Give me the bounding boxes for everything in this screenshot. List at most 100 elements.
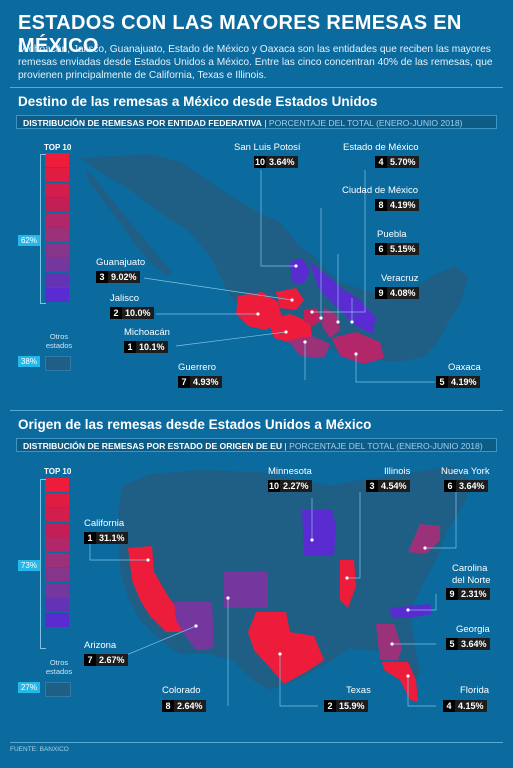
mx-state-guerrero [288, 336, 330, 358]
mx-label-michoacan: Michoacán [124, 327, 170, 338]
mx-value-guanajuato: 3 9.02% [96, 271, 140, 283]
us-state-minnesota [302, 510, 336, 556]
section-us-subtitle-bar: DISTRIBUCIÓN DE REMESAS POR ESTADO DE OR… [16, 438, 497, 452]
mx-marker-guerrero [303, 340, 307, 344]
mx-value-estado-de-mexico: 4 5.70% [375, 156, 419, 168]
us-state-markers [146, 538, 427, 678]
us-state-georgia [376, 624, 402, 660]
mx-value-puebla: 6 5.15% [375, 243, 419, 255]
mx-label-puebla: Puebla [377, 229, 407, 240]
mx-label-jalisco: Jalisco [110, 293, 140, 304]
us-leader-illinois [347, 492, 361, 579]
section-us-others-label-2: estados [45, 667, 73, 676]
section-us-others-swatch [45, 682, 71, 697]
section-mx-others-label-2: estados [45, 341, 73, 350]
us-value-minnesota: 10 2.27% [268, 480, 312, 492]
us-marker-minnesota [310, 538, 314, 542]
mx-value-jalisco: 2 10.0% [110, 307, 154, 319]
mx-label-estado-de-mexico: Estado de México [343, 142, 419, 153]
section-mx-top10-bracket [40, 154, 46, 304]
us-label-california: California [84, 518, 125, 529]
section-us-bar-sep: | [282, 441, 290, 451]
us-state-california [128, 546, 186, 632]
us-label-new-york: Nueva York [441, 466, 490, 477]
us-state-florida [382, 662, 418, 702]
us-state-texas [248, 612, 324, 684]
mx-state-markers [256, 264, 358, 356]
section-mx-title: Destino de las remesas a México desde Es… [18, 94, 378, 109]
us-label-texas: Texas [346, 685, 371, 696]
mx-state-oaxaca [332, 332, 384, 364]
us-value-colorado: 8 2.64% [162, 700, 206, 712]
us-marker-illinois [345, 576, 349, 580]
us-state-north-carolina [390, 604, 432, 618]
us-leader-florida [407, 676, 436, 707]
us-state-illinois [340, 560, 356, 608]
mexico-land [80, 154, 468, 362]
mx-leader-slp [260, 170, 296, 267]
source-note: FUENTE: BANXICO [10, 746, 69, 753]
mx-label-guerrero: Guerrero [178, 362, 217, 373]
us-value-texas: 2 15.9% [324, 700, 368, 712]
mx-leader-edomex [312, 170, 366, 313]
mx-marker-jalisco [256, 312, 260, 316]
section-mx-top10-label: TOP 10 [44, 143, 72, 152]
us-state-arizona [174, 602, 214, 650]
section-mx-bar-bold: DISTRIBUCIÓN DE REMESAS POR ENTIDAD FEDE… [23, 118, 262, 128]
us-leader-lines [89, 492, 457, 707]
page-title: ESTADOS CON LAS MAYORES REMESAS EN MÉXIC… [18, 12, 462, 57]
mx-label-ciudad-de-mexico: Ciudad de México [342, 185, 419, 196]
section-us-top10-bracket [40, 479, 46, 649]
mx-state-guanajuato [276, 288, 304, 310]
us-marker-new-york [423, 546, 427, 550]
us-value-georgia: 5 3.64% [446, 638, 490, 650]
mx-value-san-luis-potosi: 10 3.64% [254, 156, 298, 168]
us-leader-california [89, 540, 148, 561]
us-marker-arizona [194, 624, 198, 628]
us-leader-arizona [123, 625, 197, 657]
section-mx-bar-sep: | [261, 118, 269, 128]
us-marker-north-carolina [406, 608, 410, 612]
section-mx-top-pct: 62% [18, 235, 40, 246]
section-mx-bar-sub: PORCENTAJE DEL TOTAL (ENERO-JUNIO 2018) [268, 118, 463, 128]
mx-label-guanajuato: Guanajuato [96, 257, 146, 268]
mx-marker-michoacan [284, 330, 288, 334]
mx-marker-oaxaca [354, 352, 358, 356]
mx-label-veracruz: Veracruz [381, 273, 419, 284]
us-value-arizona: 7 2.67% [84, 654, 128, 666]
section-mx-others-pct: 38% [18, 356, 40, 367]
mx-marker-cdmx [319, 316, 323, 320]
mx-marker-guanajuato [290, 298, 294, 302]
divider [10, 742, 503, 743]
us-value-north-carolina: 9 2.31% [446, 588, 490, 600]
us-label-georgia: Georgia [456, 624, 490, 635]
mx-value-ciudad-de-mexico: 8 4.19% [375, 199, 419, 211]
section-mx-color-scale [45, 153, 69, 303]
section-mx-others-label-1: Otros [49, 332, 69, 341]
mx-leader-guanajuato [143, 277, 293, 301]
mx-label-san-luis-potosi: San Luis Potosí [234, 142, 301, 153]
section-us-title: Origen de las remesas desde Estados Unid… [18, 417, 372, 432]
us-leader-texas [279, 654, 318, 707]
mx-marker-edomex [310, 310, 314, 314]
section-us-bar-bold: DISTRIBUCIÓN DE REMESAS POR ESTADO DE OR… [23, 441, 283, 451]
us-label-illinois: Illinois [384, 466, 411, 477]
us-label-north-carolina: Carolina del Norte [452, 563, 491, 586]
divider [10, 87, 503, 88]
us-state-colorado [224, 572, 268, 608]
us-marker-florida [406, 674, 410, 678]
baja-peninsula [86, 168, 172, 276]
divider [10, 410, 503, 411]
us-label-colorado: Colorado [162, 685, 201, 696]
mx-marker-puebla [336, 320, 340, 324]
us-state-new-york [408, 524, 440, 554]
mx-marker-slp [294, 264, 298, 268]
us-marker-georgia [390, 642, 394, 646]
section-us-color-scale [45, 478, 69, 628]
section-us-others-label-1: Otros [49, 658, 69, 667]
us-value-illinois: 3 4.54% [366, 480, 410, 492]
section-us-top-pct: 73% [18, 560, 40, 571]
us-marker-colorado [226, 596, 230, 600]
section-us-others-label: Otros estados [42, 658, 76, 676]
